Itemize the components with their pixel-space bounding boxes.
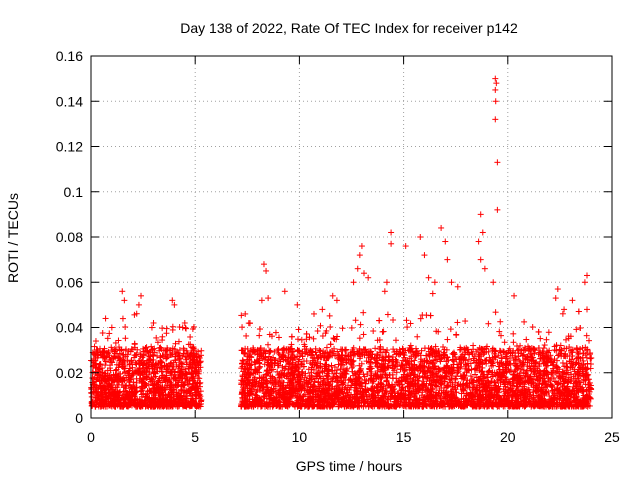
data-point [116, 344, 123, 351]
data-point [497, 318, 504, 325]
x-axis-label: GPS time / hours [296, 458, 403, 474]
data-point [238, 312, 245, 319]
data-point [148, 324, 155, 331]
data-point [133, 310, 140, 317]
data-point [187, 333, 194, 340]
data-point [510, 330, 517, 337]
data-point [356, 335, 363, 342]
data-point [360, 309, 367, 316]
data-point [510, 339, 517, 346]
data-point [537, 335, 544, 342]
data-point [99, 330, 106, 337]
data-point [122, 323, 129, 330]
data-point [543, 336, 550, 343]
data-point [183, 325, 190, 332]
data-point [541, 342, 548, 349]
data-point [545, 329, 552, 336]
data-point [407, 320, 414, 327]
data-point [272, 329, 279, 336]
data-point [122, 335, 129, 342]
data-point [102, 362, 109, 369]
data-point [485, 320, 492, 327]
data-point [453, 332, 460, 339]
data-point [275, 334, 282, 341]
data-point [501, 339, 508, 346]
data-point [417, 315, 424, 322]
data-point [562, 336, 569, 343]
data-point [317, 322, 324, 329]
data-point [467, 373, 474, 380]
data-point [586, 351, 593, 358]
chart-title: Day 138 of 2022, Rate Of TEC Index for r… [180, 20, 518, 36]
data-point [523, 336, 530, 343]
data-point [310, 335, 317, 342]
data-point [392, 337, 399, 344]
data-point [447, 326, 454, 333]
data-point [243, 332, 250, 339]
data-point [360, 331, 367, 338]
data-point [559, 310, 566, 317]
data-point [529, 324, 536, 331]
data-point [454, 319, 461, 326]
data-point [295, 326, 302, 333]
data-point [159, 325, 166, 332]
data-point [370, 328, 377, 335]
data-point [352, 317, 359, 324]
data-point [327, 323, 334, 330]
data-point [372, 345, 379, 352]
data-point [521, 318, 528, 325]
data-point [239, 324, 246, 331]
data-point [339, 325, 346, 332]
data-point [104, 335, 111, 342]
data-point [108, 344, 115, 351]
data-point [119, 315, 126, 322]
data-point [462, 318, 469, 325]
data-point [357, 321, 364, 328]
data-point [390, 316, 397, 323]
data-point [265, 341, 272, 348]
data-point [348, 324, 355, 331]
data-point [163, 347, 170, 354]
data-point [92, 338, 99, 345]
data-point [288, 341, 295, 348]
data-point [256, 332, 263, 339]
data-point [492, 309, 499, 316]
data-point [414, 333, 421, 340]
data-marks [88, 75, 595, 410]
data-point [323, 344, 330, 351]
data-point [384, 311, 391, 318]
data-point [106, 330, 113, 337]
y-axis-label: ROTI / TECUs [5, 193, 21, 283]
data-point [444, 336, 451, 343]
data-point [169, 326, 176, 333]
data-point [403, 317, 410, 324]
data-point [319, 333, 326, 340]
data-point [573, 345, 580, 352]
data-point [559, 359, 566, 366]
data-point [314, 327, 321, 334]
